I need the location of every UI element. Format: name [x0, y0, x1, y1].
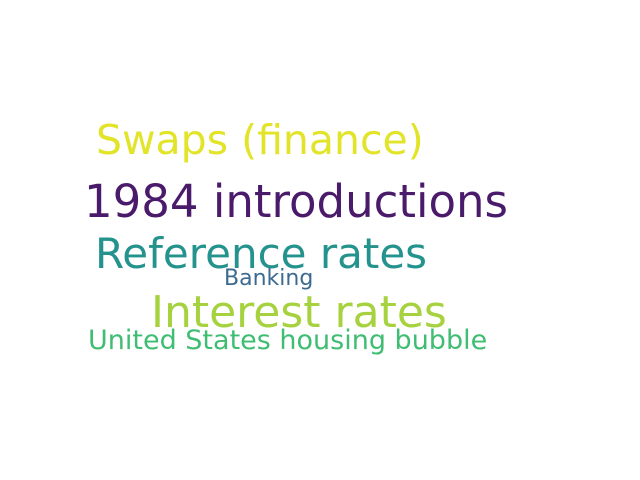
word-1984-introductions: 1984 introductions: [84, 175, 509, 228]
word-interest-rates: Interest rates: [151, 287, 447, 338]
word-banking: Banking: [224, 266, 314, 291]
word-swaps-finance: Swaps (finance): [96, 116, 424, 164]
word-reference-rates: Reference rates: [95, 229, 428, 278]
word-us-housing-bubble: United States housing bubble: [88, 325, 488, 356]
